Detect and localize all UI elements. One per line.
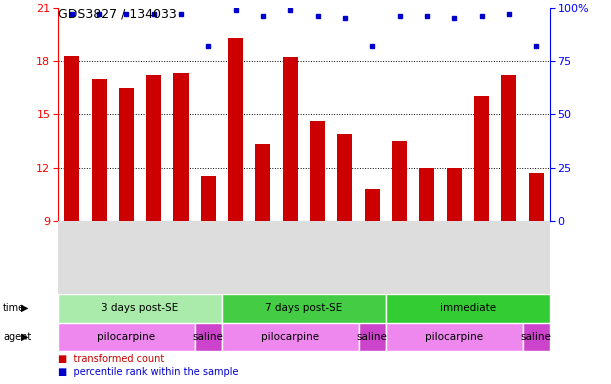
Bar [140,221,167,294]
Bar [419,167,434,221]
Bar [502,75,516,221]
Bar [522,323,550,351]
Bar [386,221,413,294]
Bar [92,79,106,221]
Bar [468,221,496,294]
Bar [496,221,522,294]
Bar [529,173,544,221]
Bar [228,38,243,221]
Text: ■  percentile rank within the sample: ■ percentile rank within the sample [58,367,238,377]
Bar [310,121,325,221]
Bar [195,323,222,351]
Bar [447,167,462,221]
Text: saline: saline [193,332,224,342]
Bar [331,221,359,294]
Text: pilocarpine: pilocarpine [97,332,155,342]
Bar [58,323,195,351]
Bar [146,75,161,221]
Text: pilocarpine: pilocarpine [262,332,320,342]
Text: pilocarpine: pilocarpine [425,332,483,342]
Bar [255,144,271,221]
Bar [277,221,304,294]
Bar [86,221,112,294]
Bar [249,221,277,294]
Bar [359,221,386,294]
Bar [365,189,380,221]
Text: 3 days post-SE: 3 days post-SE [101,303,178,313]
Bar [58,221,86,294]
Text: time: time [3,303,25,313]
Bar [337,134,353,221]
Bar [474,96,489,221]
Text: ■  transformed count: ■ transformed count [58,354,164,364]
Text: GDS3827 / 134033: GDS3827 / 134033 [58,8,177,21]
Bar [167,221,195,294]
Bar [441,221,468,294]
Text: ▶: ▶ [21,303,29,313]
Text: saline: saline [357,332,388,342]
Text: saline: saline [521,332,552,342]
Bar [386,294,550,323]
Text: immediate: immediate [440,303,496,313]
Bar [201,176,216,221]
Bar [283,58,298,221]
Bar [195,221,222,294]
Bar [386,323,522,351]
Text: ▶: ▶ [21,332,29,342]
Text: 7 days post-SE: 7 days post-SE [265,303,343,313]
Bar [58,294,222,323]
Bar [304,221,331,294]
Bar [119,88,134,221]
Bar [222,221,249,294]
Bar [392,141,407,221]
Bar [64,56,79,221]
Bar [522,221,550,294]
Bar [112,221,140,294]
Bar [222,294,386,323]
Text: agent: agent [3,332,31,342]
Bar [174,73,189,221]
Bar [413,221,441,294]
Bar [359,323,386,351]
Bar [222,323,359,351]
